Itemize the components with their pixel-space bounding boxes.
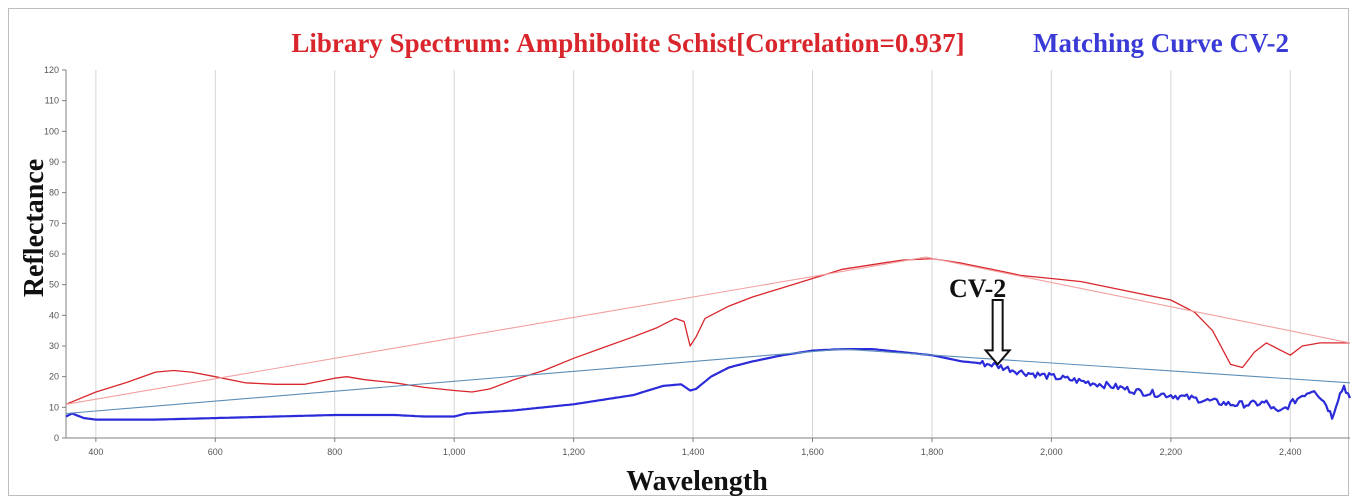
y-tick-label: 0 [54,433,59,443]
y-tick-label: 20 [49,372,59,382]
x-tick-label: 1,600 [801,447,824,457]
y-tick-label: 110 [45,96,59,106]
chart-subtitle: Matching Curve CV-2 [1033,28,1289,58]
x-tick-label: 1,800 [921,447,944,457]
x-tick-label: 1,000 [443,447,466,457]
series-layer [65,256,1352,421]
x-tick-label: 800 [327,447,342,457]
x-tick-label: 400 [88,447,103,457]
y-tick-label: 40 [49,310,59,320]
x-tick-label: 2,200 [1160,447,1183,457]
chart-frame [8,8,1349,496]
y-tick-label: 100 [44,126,59,136]
x-tick-label: 1,400 [682,447,705,457]
annotation-arrow [983,299,1012,366]
y-axis-title: Reflectance [19,159,50,297]
y-tick-label: 120 [44,65,59,75]
x-tick-label: 600 [208,447,223,457]
annotation: CV-2 [949,274,1012,366]
chart-title: Library Spectrum: Amphibolite Schist[Cor… [291,28,964,58]
y-tick-label: 60 [49,249,59,259]
annotation-label: CV-2 [949,274,1006,303]
y-tick-label: 10 [49,402,59,412]
matching-hull-line [65,348,1351,415]
matching-curve-line [65,348,1352,421]
library-spectrum-line [65,257,1350,405]
y-tick-label: 90 [49,157,59,167]
x-tick-label: 1,200 [562,447,585,457]
library-hull-line [65,256,1351,405]
y-tick-label: 50 [49,280,59,290]
y-tick-label: 80 [49,188,59,198]
y-tick-label: 30 [49,341,59,351]
x-tick-label: 2,000 [1040,447,1063,457]
y-tick-label: 70 [49,218,59,228]
grid-lines [95,70,1291,438]
x-axis-title: Wavelength [626,466,768,497]
axes [62,69,1350,442]
x-tick-label: 2,400 [1279,447,1302,457]
tick-labels: 0 10 20 30 40 50 60 70 80 90 100 110 120 400 600 800 1,0… [44,65,1302,457]
